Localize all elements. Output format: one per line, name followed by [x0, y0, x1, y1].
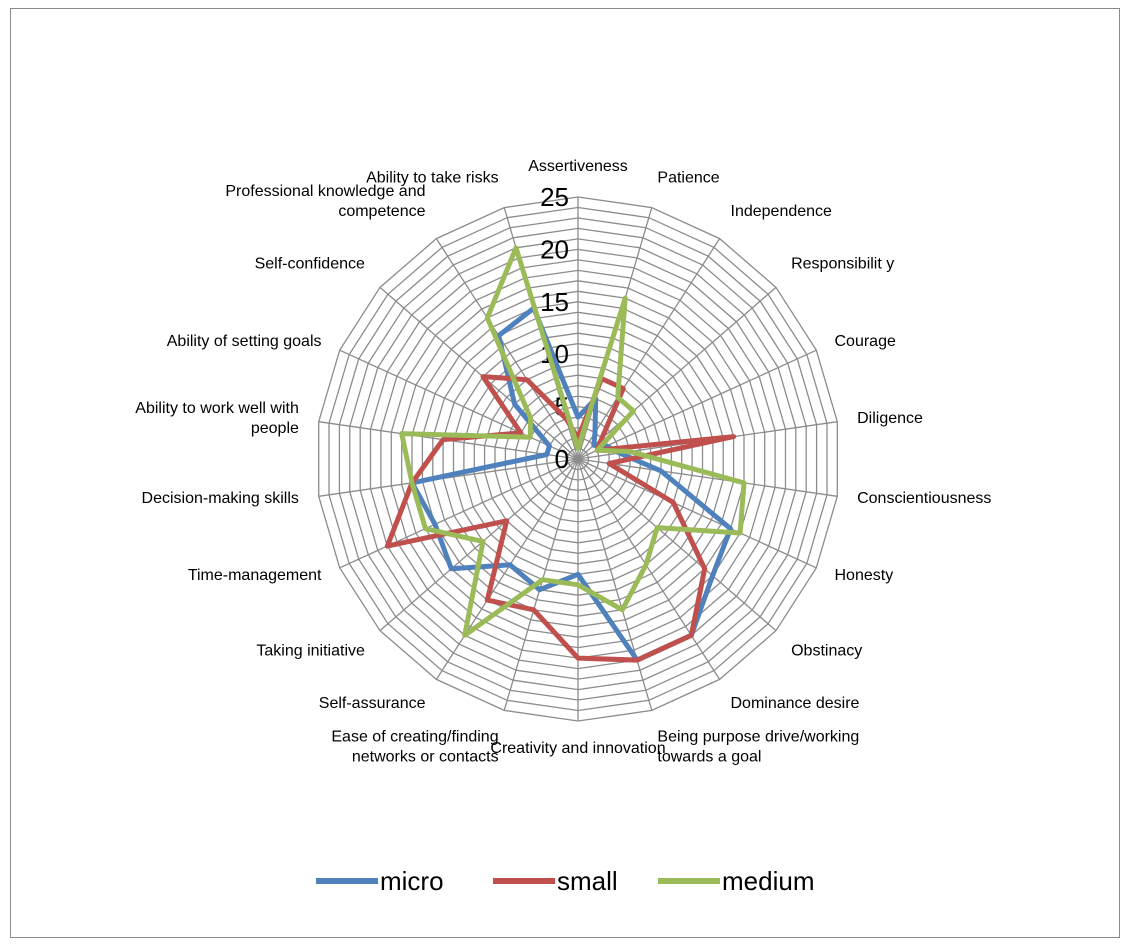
- tick-label-20: 20: [540, 234, 569, 264]
- category-label-6: Conscientiousness: [857, 490, 991, 507]
- spoke-14: [379, 458, 579, 632]
- spoke-8: [577, 458, 777, 632]
- spoke-15: [339, 458, 579, 569]
- category-label-17: Ability to work well with people: [135, 400, 299, 437]
- tick-label-0: 0: [555, 444, 569, 474]
- category-labels: Assertiveness Patience Independence Respons…: [135, 158, 991, 766]
- spoke-20: [435, 238, 579, 460]
- tick-label-15: 15: [540, 287, 569, 317]
- category-label-9: Dominance desire: [731, 695, 860, 712]
- category-label-0: Assertiveness: [528, 158, 628, 175]
- category-label-14: Taking initiative: [256, 643, 365, 660]
- category-label-15: Time-management: [188, 567, 322, 584]
- category-label-10: Being purpose drive/working towards a goa…: [657, 729, 859, 766]
- spoke-10: [577, 458, 653, 711]
- spoke-19: [379, 286, 579, 460]
- category-label-5: Diligence: [857, 410, 923, 427]
- spoke-6: [577, 458, 838, 497]
- category-label-3: Responsibilit y: [791, 255, 894, 272]
- category-label-7: Honesty: [835, 567, 894, 584]
- spoke-2: [577, 238, 721, 460]
- spoke-12: [503, 458, 579, 711]
- legend: micro small medium: [316, 866, 814, 896]
- category-label-18: Ability of setting goals: [167, 333, 322, 350]
- category-label-11: Creativity and innovation: [490, 740, 665, 757]
- category-label-4: Courage: [835, 333, 896, 350]
- radar-grid: [318, 196, 838, 722]
- spoke-7: [577, 458, 817, 569]
- legend-label-micro: micro: [380, 866, 444, 896]
- spoke-4: [577, 349, 817, 460]
- category-label-8: Obstinacy: [791, 643, 862, 660]
- series-line-medium: [399, 245, 747, 638]
- category-label-13: Self-assurance: [319, 695, 426, 712]
- tick-label-25: 25: [540, 182, 569, 212]
- legend-label-small: small: [557, 866, 618, 896]
- category-label-19: Self-confidence: [255, 255, 365, 272]
- spoke-3: [577, 286, 777, 460]
- series-lines: [384, 245, 747, 663]
- spoke-18: [339, 349, 579, 460]
- category-label-21: Ability to take risks: [366, 169, 498, 186]
- chart-frame: [10, 8, 1120, 938]
- legend-label-medium: medium: [722, 866, 814, 896]
- category-label-20: Professional knowledge and competence: [225, 183, 425, 220]
- category-label-16: Decision-making skills: [142, 490, 299, 507]
- category-label-1: Patience: [657, 169, 719, 186]
- spoke-9: [577, 458, 721, 680]
- category-label-12: Ease of creating/finding networks or cont…: [331, 729, 498, 766]
- spoke-13: [435, 458, 579, 680]
- category-label-2: Independence: [731, 203, 833, 220]
